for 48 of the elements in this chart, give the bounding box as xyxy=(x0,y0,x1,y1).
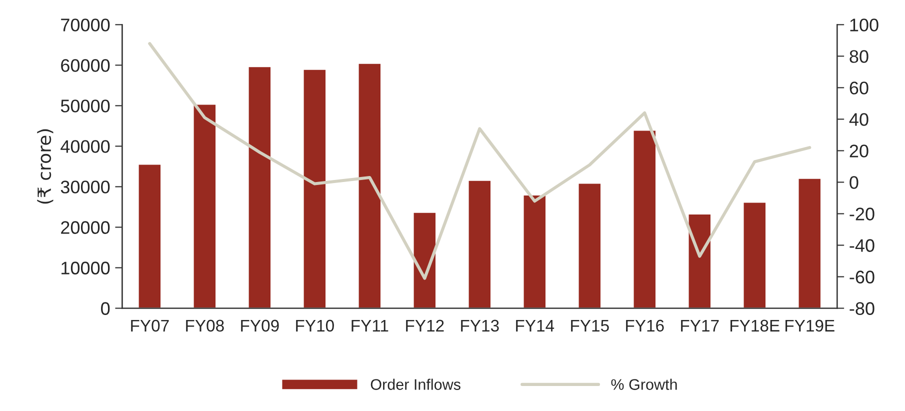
x-tick-label: FY14 xyxy=(516,320,554,332)
bar xyxy=(192,103,217,308)
bar xyxy=(467,180,492,308)
bar xyxy=(247,66,272,308)
x-tick-label: FY15 xyxy=(571,320,609,332)
y2-tick-label: -80 xyxy=(850,302,874,315)
y2-tick-label: -40 xyxy=(850,239,874,252)
line-series xyxy=(148,42,812,280)
x-tick-label: FY11 xyxy=(352,320,388,332)
y-tick-label: 0 xyxy=(101,302,110,315)
bar xyxy=(742,201,767,308)
y-tick-label: 70000 xyxy=(61,18,110,32)
x-tick-label: FY12 xyxy=(406,320,444,332)
y2-tick-label: 100 xyxy=(850,18,878,32)
bar xyxy=(522,194,547,308)
bar xyxy=(302,68,327,308)
bar xyxy=(137,163,162,308)
x-tick-label: FY13 xyxy=(461,320,499,332)
bar xyxy=(687,213,712,308)
x-tick-label: FY09 xyxy=(241,320,279,332)
x-tick-label: FY19E xyxy=(786,320,834,332)
y2-tick-label: -20 xyxy=(850,208,874,220)
y-tick-label: 50000 xyxy=(60,100,110,112)
y-axis-title: (₹ crore) xyxy=(37,129,54,204)
y-tick-label: 40000 xyxy=(60,140,110,153)
bar xyxy=(632,129,657,308)
x-tick-label: FY17 xyxy=(681,320,719,332)
y-tick-label: 30000 xyxy=(60,180,110,194)
bar xyxy=(577,182,602,308)
y-tick-label: 10000 xyxy=(62,262,110,274)
y-tick-label: 20000 xyxy=(61,221,110,234)
legend-label: % Growth xyxy=(611,378,677,390)
y2-tick-label: -60 xyxy=(850,270,874,284)
y2-tick-label: 20 xyxy=(850,144,868,158)
bar xyxy=(412,212,437,308)
x-tick-label: FY18E xyxy=(730,320,780,332)
x-tick-label: FY08 xyxy=(186,320,224,332)
bar xyxy=(797,178,822,308)
y2-tick-label: 40 xyxy=(849,113,868,126)
y2-tick-label: 60 xyxy=(850,82,868,94)
x-tick-label: FY10 xyxy=(296,320,334,332)
y-tick-label: 60000 xyxy=(61,59,110,72)
y2-tick-label: 80 xyxy=(850,50,868,63)
x-tick-label: FY16 xyxy=(626,320,664,332)
bar xyxy=(357,62,382,308)
y2-tick-label: 0 xyxy=(850,176,858,189)
legend-label: Order Inflows xyxy=(370,378,460,390)
x-tick-label: FY07 xyxy=(131,320,169,332)
